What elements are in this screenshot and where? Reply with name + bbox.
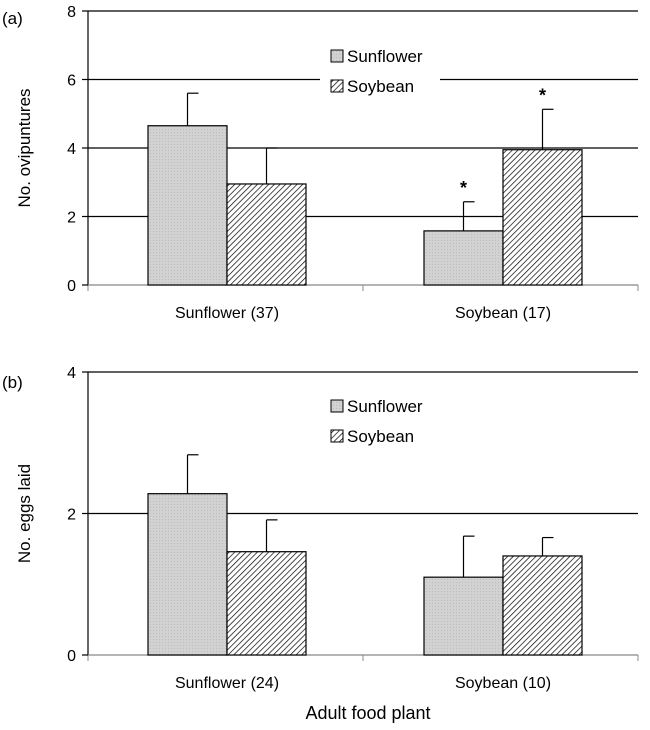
legend-label: Sunflower	[347, 397, 423, 416]
bar-soybean-2	[502, 149, 583, 286]
bar-sunflower-2	[423, 576, 504, 656]
legend-label: Soybean	[347, 77, 414, 96]
category-label: Sunflower (24)	[175, 675, 279, 692]
x-axis-title: Adult food plant	[305, 703, 430, 723]
y-axis-title: No. ovipuntures	[15, 88, 34, 207]
bar-sunflower-2	[423, 230, 504, 286]
significance-mark: *	[539, 85, 546, 105]
category-label: Soybean (17)	[455, 305, 551, 322]
panel-label: (a)	[2, 9, 23, 28]
legend-swatch	[330, 79, 344, 93]
legend-label: Sunflower	[347, 47, 423, 66]
y-tick-label: 2	[67, 210, 76, 227]
category-label: Soybean (10)	[455, 675, 551, 692]
significance-mark: *	[460, 178, 467, 198]
legend-label: Soybean	[347, 427, 414, 446]
y-tick-label: 4	[67, 141, 76, 158]
legend-swatch	[330, 429, 344, 443]
bar-sunflower-1	[147, 493, 228, 656]
panel-b: 0 2 4 (b) No. eggs laid Sunflower (24) Soybean…	[2, 365, 639, 692]
panel-label: (b)	[2, 373, 23, 392]
panel-a: 0 2 4 6 8 (a) No. ovipuntures Sunflower (37) * * S…	[2, 4, 639, 322]
bar-soybean-1	[226, 551, 307, 656]
legend-swatch	[330, 399, 344, 413]
y-tick-label: 4	[67, 365, 76, 382]
category-label: Sunflower (37)	[175, 305, 279, 322]
y-tick-label: 6	[67, 73, 76, 90]
bar-sunflower-1	[147, 125, 228, 286]
y-tick-label: 2	[67, 507, 76, 524]
y-tick-label: 0	[67, 278, 76, 295]
legend-swatch	[330, 49, 344, 63]
bar-soybean-2	[502, 555, 583, 656]
y-tick-label: 0	[67, 648, 76, 665]
chart-layer: 0 2 4 6 8 (a) No. ovipuntures Sunflower (37) * * S…	[2, 4, 639, 692]
y-axis-title: No. eggs laid	[15, 464, 34, 563]
bar-soybean-1	[226, 183, 307, 286]
y-tick-label: 8	[67, 4, 76, 21]
